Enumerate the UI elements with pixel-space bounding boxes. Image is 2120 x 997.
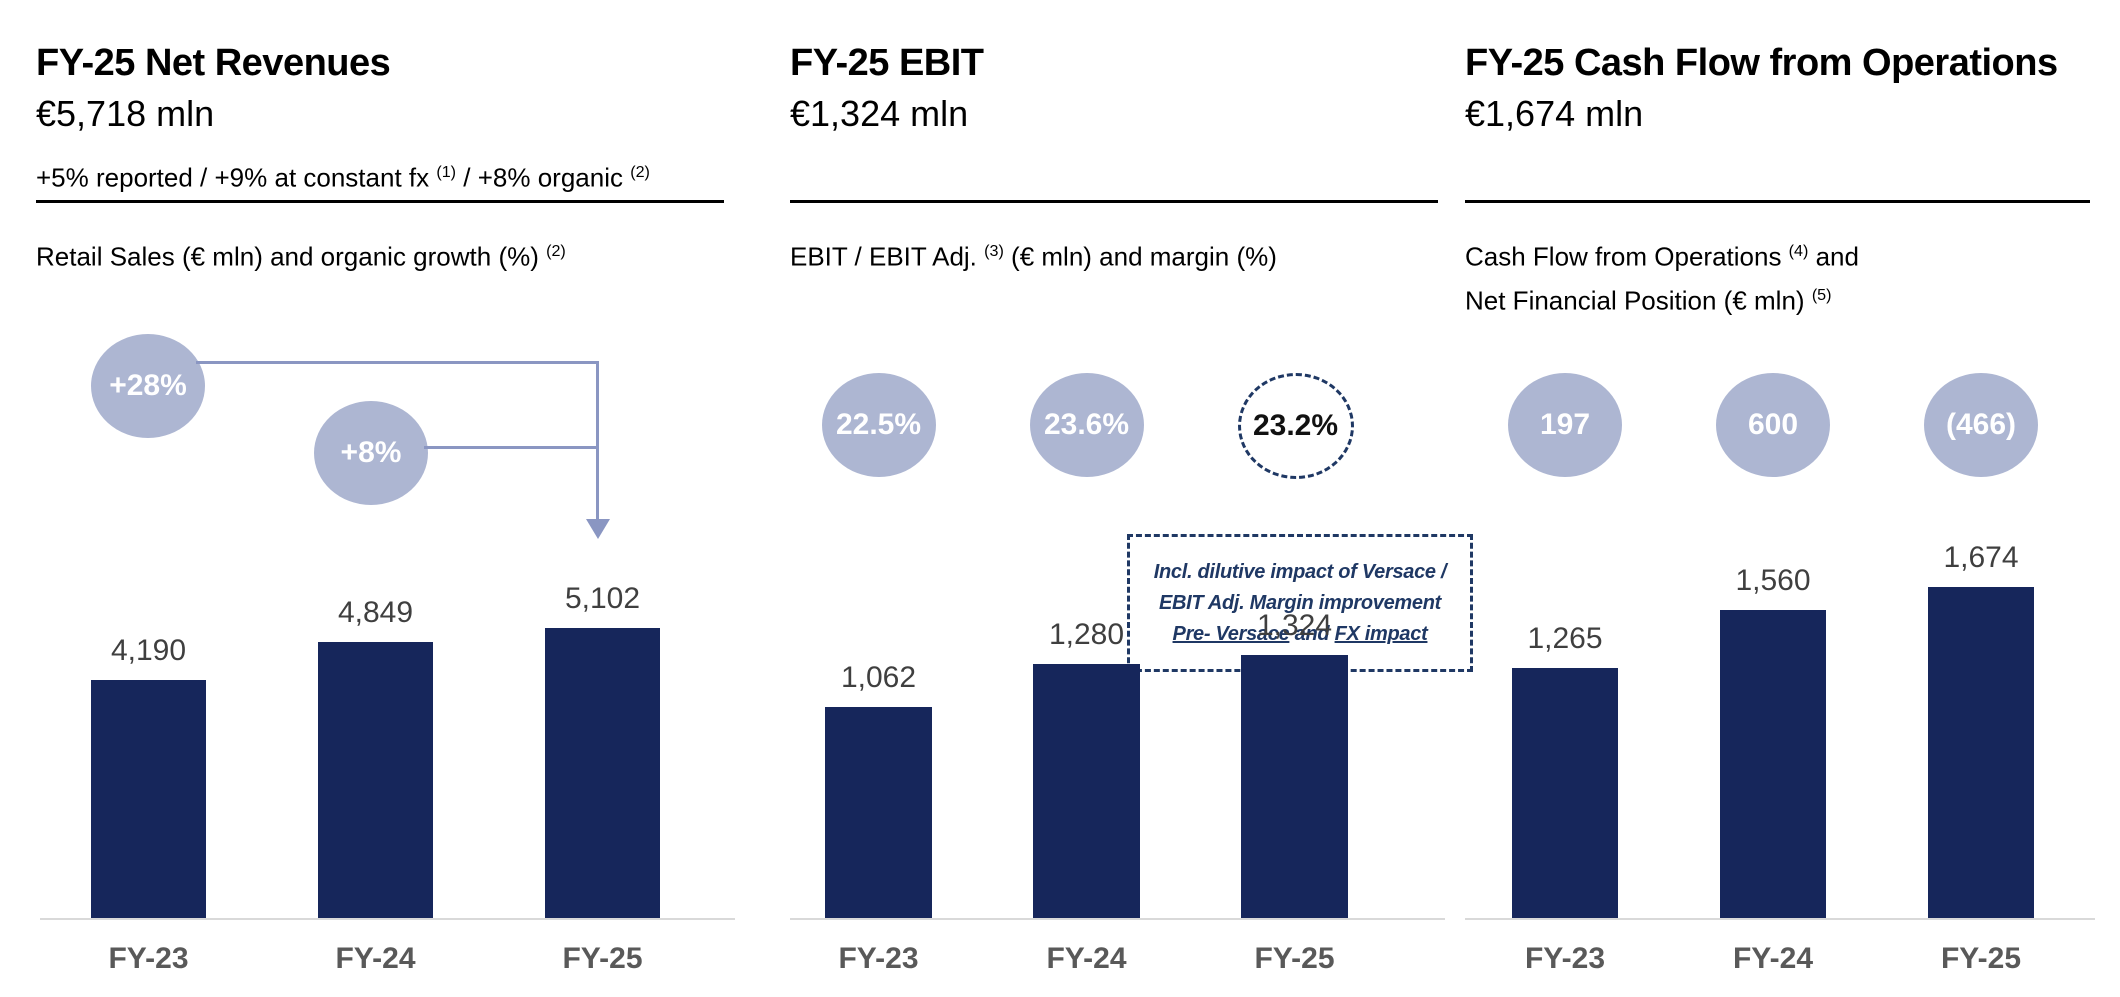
category-axis-label: FY-23 (108, 942, 189, 975)
bar-fy-24 (1720, 610, 1826, 918)
category-axis-label: FY-24 (1732, 942, 1814, 975)
note-underline-fx-impact: FX impact (1334, 622, 1428, 645)
bar-value-label: 1,265 (1527, 622, 1603, 655)
ebit-margin-bubble: 22.5% (821, 373, 936, 477)
panel-net-revenues-header: FY-25 Net Revenues €5,718 mln +5% report… (36, 40, 650, 194)
footnote-ref-1: (1) (436, 163, 457, 181)
bar-fy-23 (825, 707, 932, 918)
note-line-1: Incl. dilutive impact of Versace / (1153, 560, 1447, 583)
cash-flow-amount: €1,674 mln (1465, 93, 1644, 134)
cash-flow-caption-line2: Net Financial Position (€ mln) (5) (1465, 278, 1832, 318)
bar-value-label: 4,849 (337, 596, 414, 629)
panel-ebit-header: FY-25 EBIT €1,324 mln (790, 40, 984, 136)
net-revenues-amount: €5,718 mln (36, 93, 215, 134)
bar-value-label: 1,674 (1943, 541, 2019, 574)
note-line-3: Pre- Versace and FX impact (1173, 619, 1428, 650)
category-axis-label: FY-24 (335, 942, 416, 975)
arrow-down-icon (586, 519, 610, 539)
bubble-label: +8% (340, 436, 402, 469)
bar-value-label: 4,190 (110, 634, 187, 667)
retail-sales-caption: Retail Sales (€ mln) and organic growth … (36, 234, 566, 274)
footnote-ref-3: (3) (984, 242, 1004, 260)
bar-fy-25 (1241, 655, 1348, 918)
caption-text: EBIT / EBIT Adj. (790, 241, 985, 272)
category-axis-label: FY-25 (1940, 942, 2022, 975)
ebit-margin-bubble-dashed: 23.2% (1237, 373, 1354, 479)
connector-line-top (196, 361, 598, 364)
axis-baseline (790, 918, 1445, 920)
caption-text: Net Financial Position (€ mln) (1465, 285, 1812, 316)
bar-value-label: 1,324 (1256, 609, 1333, 642)
category-axis-label: FY-23 (1524, 942, 1606, 975)
connector-line-vertical (596, 361, 599, 519)
axis-baseline (1465, 918, 2095, 920)
nfp-bubble: 197 (1508, 373, 1622, 477)
page-title: FY-25 Net Revenues (36, 42, 391, 84)
axis-baseline (40, 918, 735, 920)
bar-value-label: 1,280 (1048, 618, 1125, 651)
category-axis-label: FY-23 (838, 942, 919, 975)
nfp-bubble: 600 (1716, 373, 1830, 477)
caption-text: Cash Flow from Operations (1465, 241, 1789, 272)
bubble-label: +28% (109, 369, 187, 402)
ebit-title: FY-25 EBIT (790, 42, 984, 84)
bar-fy-24 (1033, 664, 1140, 918)
ebit-amount: €1,324 mln (790, 93, 969, 134)
ebit-caption: EBIT / EBIT Adj. (3) (€ mln) and margin … (790, 234, 1277, 274)
footnote-ref-4: (4) (1788, 242, 1809, 260)
header-divider (36, 200, 724, 203)
organic-growth-bubble-fy23: +28% (91, 334, 205, 438)
versace-impact-note: Incl. dilutive impact of Versace / EBIT … (1127, 534, 1473, 672)
bar-value-label: 1,560 (1735, 564, 1811, 597)
organic-growth-bubble-fy24: +8% (314, 401, 428, 505)
growth-summary: +5% reported / +9% at constant fx (1) / … (36, 156, 650, 194)
bar-fy-23 (91, 680, 206, 918)
footnote-ref-5: (5) (1811, 286, 1832, 304)
connector-line-bottom (424, 446, 598, 449)
growth-text-2: / +8% organic (456, 162, 631, 193)
bar-value-label: 5,102 (564, 582, 641, 615)
cash-flow-caption-line1: Cash Flow from Operations (4) and (1465, 234, 1859, 274)
footnote-ref-2b: (2) (546, 242, 566, 260)
category-axis-label: FY-24 (1046, 942, 1127, 975)
cash-flow-title: FY-25 Cash Flow from Operations (1465, 42, 2058, 84)
panel-cash-flow-header: FY-25 Cash Flow from Operations €1,674 m… (1465, 40, 2058, 136)
bar-value-label: 1,062 (840, 661, 917, 694)
category-axis-label: FY-25 (1254, 942, 1335, 975)
category-axis-label: FY-25 (562, 942, 643, 975)
bar-fy-25 (1928, 587, 2034, 918)
growth-text-1: +5% reported / +9% at constant fx (36, 162, 437, 193)
nfp-bubble: (466) (1924, 373, 2038, 477)
footnote-ref-2: (2) (630, 163, 650, 181)
ebit-margin-bubble: 23.6% (1029, 373, 1144, 477)
note-underline-pre-versace: Pre- Versace (1172, 622, 1290, 645)
note-text-and: and (1289, 622, 1335, 645)
caption-text-2: (€ mln) and margin (%) (1003, 241, 1277, 272)
bar-fy-24 (318, 642, 433, 918)
caption-text-2: and (1808, 241, 1859, 272)
caption-text: Retail Sales (€ mln) and organic growth … (36, 241, 547, 272)
header-divider (790, 200, 1438, 203)
header-divider (1465, 200, 2090, 203)
bar-fy-25 (545, 628, 660, 918)
note-line-2: EBIT Adj. Margin improvement (1158, 591, 1441, 614)
bar-fy-23 (1512, 668, 1618, 918)
